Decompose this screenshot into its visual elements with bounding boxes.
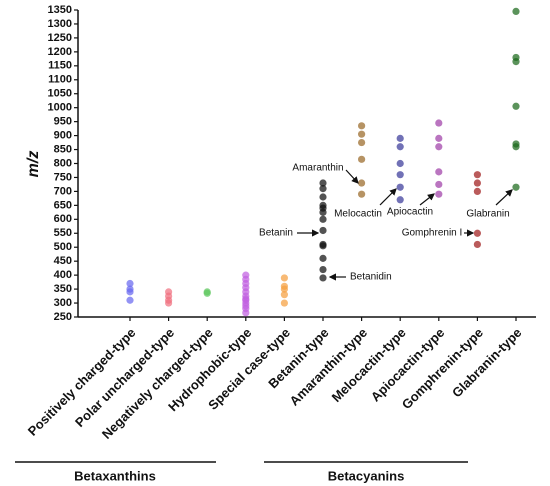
- point: [280, 291, 288, 299]
- point: [203, 289, 211, 297]
- annotation: Melocactin: [334, 209, 382, 220]
- point: [512, 58, 520, 66]
- y-tick-label: 550: [54, 227, 72, 239]
- point: [435, 168, 443, 176]
- x-tick-label: Glabranin-type: [449, 325, 524, 400]
- annotation: Betanidin: [350, 272, 392, 283]
- point: [319, 265, 327, 274]
- point: [396, 134, 404, 142]
- y-tick-label: 700: [54, 185, 72, 197]
- point: [473, 240, 481, 249]
- point: [358, 190, 366, 198]
- point: [358, 179, 366, 187]
- point: [319, 215, 327, 223]
- point: [512, 143, 520, 151]
- point: [319, 185, 327, 193]
- point: [319, 254, 327, 262]
- group-label: Betaxanthins: [74, 468, 156, 483]
- annotation-arrow: [345, 169, 359, 184]
- annotation: Amaranthin: [292, 163, 343, 174]
- y-tick-label: 1150: [48, 60, 72, 72]
- y-tick-label: 650: [54, 199, 72, 211]
- annotation: Gomphrenin I: [402, 228, 463, 239]
- point: [319, 208, 327, 216]
- point: [319, 179, 327, 187]
- point: [280, 285, 288, 293]
- y-tick-label: 1100: [48, 74, 72, 86]
- y-tick-label: 950: [54, 116, 72, 128]
- point: [319, 274, 327, 282]
- annotation: Apiocactin: [387, 207, 433, 218]
- y-tick-label: 750: [54, 171, 72, 183]
- point: [319, 242, 327, 250]
- point: [435, 190, 443, 198]
- y-tick-label: 450: [54, 255, 72, 267]
- y-tick-label: 900: [54, 129, 72, 141]
- point: [165, 299, 173, 307]
- point: [280, 299, 288, 307]
- y-tick-label: 850: [54, 143, 72, 155]
- point: [396, 171, 404, 179]
- group-label: Betacyanins: [328, 468, 405, 483]
- point: [396, 183, 404, 191]
- point: [512, 102, 520, 110]
- y-tick-label: 1000: [48, 102, 72, 114]
- annotation: Betanin: [259, 228, 293, 239]
- point: [473, 187, 481, 196]
- point: [280, 274, 288, 282]
- point: [319, 193, 327, 201]
- annotation-arrow: [419, 193, 435, 206]
- point: [396, 196, 404, 204]
- y-tick-label: 600: [54, 213, 72, 225]
- point: [512, 183, 520, 191]
- annotation-arrow: [495, 189, 513, 206]
- point: [358, 130, 366, 138]
- point: [358, 155, 366, 163]
- y-tick-label: 250: [54, 311, 72, 323]
- point: [435, 180, 443, 189]
- point: [396, 159, 404, 168]
- y-tick-label: 1050: [48, 88, 72, 100]
- y-tick-label: 1200: [48, 46, 72, 58]
- annotation: Glabranin: [466, 209, 509, 220]
- point: [435, 143, 443, 151]
- y-tick-label: 800: [54, 157, 72, 169]
- y-tick-label: 1350: [48, 4, 72, 16]
- y-tick-label: 400: [54, 269, 72, 281]
- point: [435, 119, 443, 127]
- point: [126, 296, 134, 304]
- y-tick-label: 500: [54, 241, 72, 253]
- y-tick-label: 1300: [48, 18, 72, 30]
- point: [473, 179, 481, 187]
- point: [473, 229, 481, 237]
- point: [242, 309, 250, 317]
- point: [319, 226, 327, 235]
- point: [435, 134, 443, 142]
- point: [126, 279, 134, 288]
- y-axis-label: m/z: [25, 151, 42, 178]
- y-tick-label: 1250: [48, 32, 72, 44]
- point: [358, 122, 366, 130]
- y-tick-label: 350: [54, 283, 72, 295]
- point: [396, 143, 404, 151]
- point: [126, 288, 134, 296]
- point: [473, 171, 481, 179]
- annotation-arrow: [379, 188, 397, 206]
- point: [358, 138, 366, 147]
- y-tick-label: 300: [54, 297, 72, 309]
- point: [512, 7, 520, 15]
